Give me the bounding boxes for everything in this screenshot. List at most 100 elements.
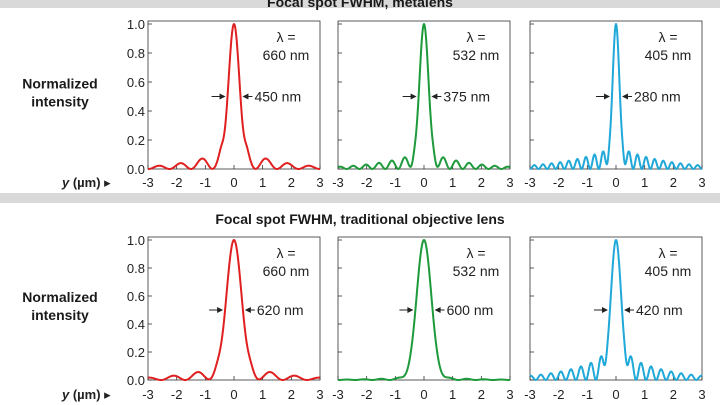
y-tick-label: 0.4: [127, 317, 145, 332]
x-tick-label: 2: [288, 387, 295, 402]
x-tick-label: 2: [670, 175, 677, 190]
y-axis-label-line-2: intensity: [31, 94, 89, 110]
fwhm-arrow-left-head: [410, 93, 417, 100]
x-tick-label: 0: [420, 387, 427, 402]
fwhm-value-label: 620 nm: [257, 302, 304, 318]
x-tick-label: 2: [670, 387, 677, 402]
x-tick-label: 1: [449, 175, 456, 190]
fwhm-arrow-left-head: [217, 307, 224, 313]
intensity-profile-line: [147, 23, 321, 170]
x-tick-label: -3: [524, 175, 536, 190]
intensity-profile-line: [337, 23, 511, 170]
plots-layer: Focal spot FWHM, metalens Normalized inten…: [22, 0, 705, 402]
wavelength-symbol-label: λ =: [658, 245, 677, 261]
y-tick-label: 1.0: [127, 17, 145, 32]
x-tick-label: 2: [478, 175, 485, 190]
fwhm-value-label: 375 nm: [443, 89, 490, 105]
wavelength-value-label: 660 nm: [263, 47, 310, 63]
y-axis-label-line-1: Normalized: [22, 289, 97, 305]
row-band-top: [0, 0, 720, 8]
x-tick-label: -2: [171, 175, 183, 190]
y-tick-label: 0.2: [127, 133, 145, 148]
y-tick-label: 0.4: [127, 104, 145, 119]
x-tick-label: -1: [390, 175, 402, 190]
fwhm-arrow-right-head: [622, 93, 629, 100]
x-tick-label: 0: [230, 175, 237, 190]
y-tick-label: 0.8: [127, 261, 145, 276]
x-tick-label: -2: [553, 387, 565, 402]
x-tick-label: 2: [288, 175, 295, 190]
x-tick-label: 1: [641, 387, 648, 402]
x-tick-label: 3: [316, 387, 323, 402]
fwhm-arrow-left-head: [219, 93, 226, 100]
x-tick-label: -2: [553, 175, 565, 190]
intensity-profile-line: [337, 239, 511, 381]
x-axis-label: y (µm) ▸: [61, 387, 111, 402]
fwhm-value-label: 420 nm: [636, 302, 683, 318]
fwhm-arrow-left-head: [407, 307, 414, 313]
x-axis-label: y (µm) ▸: [61, 175, 111, 190]
fwhm-arrow-right-head: [431, 93, 438, 100]
x-tick-label: -3: [332, 175, 344, 190]
intensity-profile-line: [529, 23, 703, 170]
x-tick-label: 3: [698, 387, 705, 402]
x-tick-label: 2: [478, 387, 485, 402]
x-tick-label: 0: [230, 387, 237, 402]
x-tick-label: 1: [641, 175, 648, 190]
x-tick-label: -2: [361, 175, 373, 190]
x-tick-label: 0: [612, 387, 619, 402]
fwhm-arrow-left-head: [603, 93, 610, 100]
x-tick-label: 1: [449, 387, 456, 402]
y-axis-label-line-1: Normalized: [22, 76, 97, 92]
x-tick-label: -3: [524, 387, 536, 402]
y-axis-label-line-2: intensity: [31, 307, 89, 323]
wavelength-symbol-label: λ =: [276, 245, 295, 261]
wavelength-value-label: 532 nm: [453, 47, 500, 63]
wavelength-value-label: 532 nm: [453, 263, 500, 279]
wavelength-symbol-label: λ =: [658, 29, 677, 45]
y-tick-label: 0.6: [127, 289, 145, 304]
fwhm-value-label: 600 nm: [447, 302, 494, 318]
x-tick-label: -2: [171, 387, 183, 402]
wavelength-symbol-label: λ =: [276, 29, 295, 45]
chart-title-2: Focal spot FWHM, traditional objective l…: [215, 211, 505, 227]
fwhm-arrow-right-head: [242, 93, 249, 100]
x-tick-label: -3: [332, 387, 344, 402]
fwhm-value-label: 280 nm: [634, 89, 681, 105]
y-tick-label: 1.0: [127, 233, 145, 248]
wavelength-symbol-label: λ =: [466, 29, 485, 45]
fwhm-arrow-right-head: [624, 307, 631, 313]
y-tick-label: 0.0: [127, 373, 145, 388]
wavelength-value-label: 405 nm: [645, 263, 692, 279]
x-tick-label: -3: [142, 175, 154, 190]
intensity-profile-line: [529, 239, 703, 381]
y-tick-label: 0.8: [127, 46, 145, 61]
intensity-profile-line: [147, 239, 321, 381]
x-tick-label: -1: [200, 175, 212, 190]
x-tick-label: -1: [200, 387, 212, 402]
x-tick-label: -1: [582, 175, 594, 190]
x-tick-label: -2: [361, 387, 373, 402]
fwhm-arrow-right-head: [434, 307, 441, 313]
wavelength-symbol-label: λ =: [466, 245, 485, 261]
x-tick-label: 3: [506, 175, 513, 190]
chart-title-1: Focal spot FWHM, metalens: [267, 0, 453, 10]
x-tick-label: 3: [698, 175, 705, 190]
x-tick-label: 1: [259, 175, 266, 190]
wavelength-value-label: 405 nm: [645, 47, 692, 63]
x-tick-label: 0: [420, 175, 427, 190]
x-tick-label: 3: [316, 175, 323, 190]
fwhm-value-label: 450 nm: [254, 89, 301, 105]
y-tick-label: 0.2: [127, 345, 145, 360]
row-separator-band: [0, 193, 720, 203]
fwhm-arrow-right-head: [244, 307, 251, 313]
y-tick-label: 0.6: [127, 75, 145, 90]
fwhm-arrow-left-head: [601, 307, 608, 313]
x-tick-label: -1: [582, 387, 594, 402]
x-tick-label: 1: [259, 387, 266, 402]
x-tick-label: 3: [506, 387, 513, 402]
wavelength-value-label: 660 nm: [263, 263, 310, 279]
x-tick-label: -1: [390, 387, 402, 402]
x-tick-label: 0: [612, 175, 619, 190]
